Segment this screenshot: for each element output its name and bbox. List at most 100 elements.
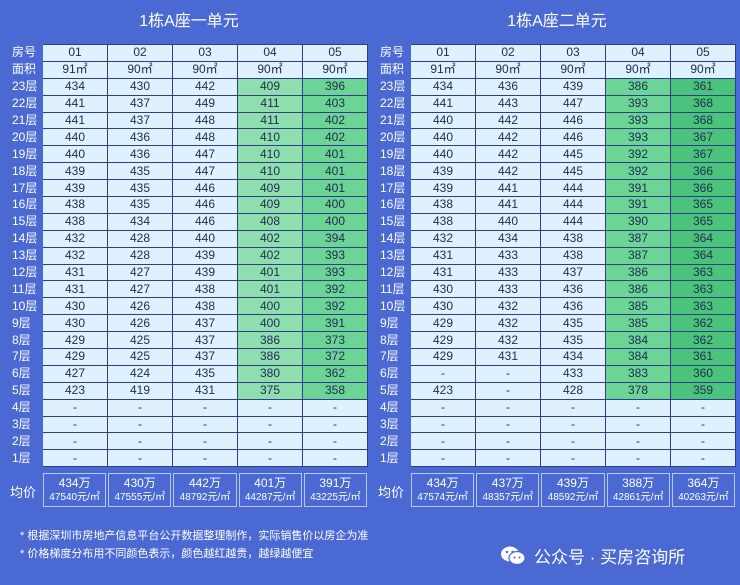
price-cell: 360 xyxy=(670,364,736,383)
price-cell: 431 xyxy=(410,263,476,282)
price-cell: 428 xyxy=(540,381,606,400)
floor-label: 18层 xyxy=(378,162,411,181)
average-unit-price: 42861元/㎡ xyxy=(612,492,664,504)
price-cell: 396 xyxy=(302,77,368,96)
price-cell: 440 xyxy=(42,145,108,164)
floor-row: 4层 - - - - - xyxy=(378,398,736,417)
average-unit-price: 48792元/㎡ xyxy=(179,492,231,504)
area-value: 90㎡ xyxy=(237,60,303,79)
average-price-row: 均价 434万 47574元/㎡ 437万 48357元/㎡ 439万 48592元/㎡ 38… xyxy=(378,473,736,508)
room-number: 03 xyxy=(540,44,606,62)
price-cell: 435 xyxy=(540,331,606,350)
price-cell: 373 xyxy=(302,331,368,350)
price-cell: 401 xyxy=(237,280,303,299)
price-cell: 441 xyxy=(42,111,108,130)
floor-label: 13层 xyxy=(378,246,411,265)
price-cell: - xyxy=(410,432,476,451)
price-cell: 438 xyxy=(42,196,108,214)
floor-label: 7层 xyxy=(10,348,43,366)
price-cell: 429 xyxy=(410,348,476,366)
price-cell: 365 xyxy=(670,196,736,214)
floor-label: 14层 xyxy=(378,229,411,248)
price-cell: 393 xyxy=(605,111,671,130)
price-cell: 439 xyxy=(42,162,108,181)
floor-row: 12层 431 433 437 386 363 xyxy=(378,263,736,282)
price-cell: 402 xyxy=(237,246,303,265)
average-price-cell: 430万 47555元/㎡ xyxy=(107,473,172,508)
average-price-row: 均价 434万 47540元/㎡ 430万 47555元/㎡ 442万 48792元/㎡ 40… xyxy=(10,473,368,508)
floor-row: 2层 - - - - - xyxy=(10,432,368,451)
price-cell: 402 xyxy=(302,128,368,147)
price-cell: 434 xyxy=(540,348,606,366)
room-number: 05 xyxy=(670,44,736,62)
panel-title: 1栋A座一单元 xyxy=(139,13,239,30)
price-cell: - xyxy=(107,449,173,468)
price-cell: 364 xyxy=(670,229,736,248)
average-price-box: 388万 42861元/㎡ xyxy=(606,473,670,508)
area-value: 90㎡ xyxy=(605,60,671,79)
floor-row: 14层 432 428 440 402 394 xyxy=(10,229,368,248)
price-cell: 429 xyxy=(42,348,108,366)
price-cell: 442 xyxy=(475,111,541,130)
price-cell: - xyxy=(475,432,541,451)
floor-row: 18层 439 435 447 410 401 xyxy=(10,162,368,181)
price-cell: 368 xyxy=(670,111,736,130)
price-cell: 427 xyxy=(107,263,173,282)
average-price-box: 430万 47555元/㎡ xyxy=(108,473,172,508)
price-cell: 440 xyxy=(410,128,476,147)
price-cell: 437 xyxy=(172,314,238,333)
floor-row: 2层 - - - - - xyxy=(378,432,736,451)
price-cell: 431 xyxy=(172,381,238,400)
price-cell: 400 xyxy=(302,212,368,231)
average-price-box: 434万 47540元/㎡ xyxy=(43,473,107,508)
price-cell: 386 xyxy=(605,77,671,96)
floor-row: 9层 430 426 437 400 391 xyxy=(10,314,368,333)
price-cell: 435 xyxy=(107,179,173,198)
price-cell: 432 xyxy=(475,331,541,350)
average-unit-price: 47555元/㎡ xyxy=(114,492,166,504)
price-cell: 409 xyxy=(237,179,303,198)
price-cell: 363 xyxy=(670,263,736,282)
floor-row: 13层 431 433 438 387 364 xyxy=(378,246,736,265)
price-cell: - xyxy=(302,432,368,451)
price-cell: 434 xyxy=(107,212,173,231)
area-value: 90㎡ xyxy=(172,60,238,79)
price-cell: 432 xyxy=(410,229,476,248)
price-cell: 386 xyxy=(605,263,671,282)
room-number: 03 xyxy=(172,44,238,62)
floor-row: 23层 434 436 439 386 361 xyxy=(378,77,736,96)
price-cell: 441 xyxy=(410,94,476,113)
price-cell: 435 xyxy=(107,196,173,214)
price-cell: - xyxy=(172,449,238,468)
price-cell: 362 xyxy=(670,314,736,333)
price-cell: 386 xyxy=(237,348,303,366)
price-cell: - xyxy=(302,415,368,434)
floor-row: 23层 434 430 442 409 396 xyxy=(10,77,368,96)
floor-label: 1层 xyxy=(378,449,411,468)
floor-label: 19层 xyxy=(10,145,43,164)
average-unit-price: 40263元/㎡ xyxy=(678,492,729,504)
price-cell: - xyxy=(605,432,671,451)
price-cell: - xyxy=(42,398,108,417)
price-cell: 362 xyxy=(302,364,368,383)
price-cell: 363 xyxy=(670,280,736,299)
price-cell: 432 xyxy=(475,297,541,316)
price-cell: 438 xyxy=(172,280,238,299)
room-number-row: 房号 01 02 03 04 05 xyxy=(10,44,368,62)
floor-label: 6层 xyxy=(10,364,43,383)
price-cell: 426 xyxy=(107,314,173,333)
price-cell: 378 xyxy=(605,381,671,400)
average-total: 434万 xyxy=(426,476,459,491)
price-cell: 393 xyxy=(302,263,368,282)
floor-row: 15层 438 434 446 408 400 xyxy=(10,212,368,231)
floor-label: 8层 xyxy=(378,331,411,350)
price-cell: 409 xyxy=(237,196,303,214)
floor-label: 4层 xyxy=(10,398,43,417)
average-price-cell: 364万 40263元/㎡ xyxy=(671,473,736,508)
floor-label: 4层 xyxy=(378,398,411,417)
price-cell: 430 xyxy=(42,314,108,333)
average-unit-price: 43225元/㎡ xyxy=(310,492,361,504)
unit-two-panel: 1栋A座二单元 房号 01 02 03 04 05 面积 91㎡ 90㎡ 90㎡ 90㎡ 90㎡ 23层… xyxy=(378,0,736,508)
brand-text: 公众号 · 买房咨询所 xyxy=(534,548,686,567)
average-unit-price: 48357元/㎡ xyxy=(482,492,534,504)
